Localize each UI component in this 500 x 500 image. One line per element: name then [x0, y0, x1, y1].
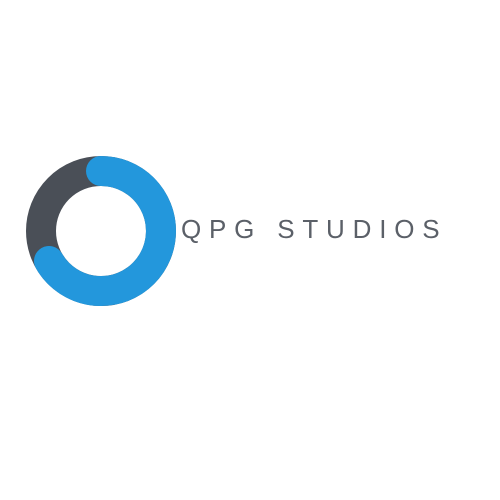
brand-wordmark: QPG STUDIOS	[181, 214, 448, 244]
ring-blue-segment	[34, 156, 176, 306]
